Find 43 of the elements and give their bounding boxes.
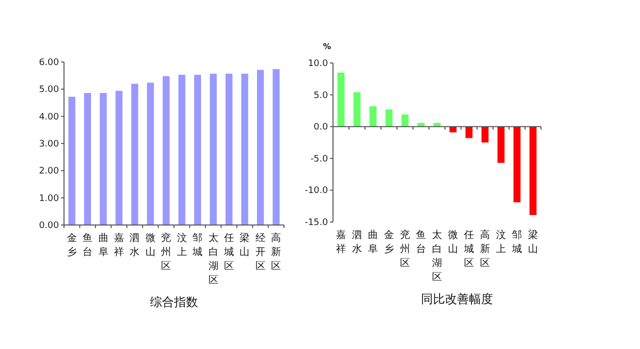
x-tick-label: 微山 — [145, 233, 156, 258]
x-tick-label: 邹城 — [192, 232, 203, 258]
x-axis-title: 同比改善幅度 — [421, 292, 493, 306]
x-tick-label: 泗水 — [130, 232, 140, 258]
x-tick-label: 高新区 — [271, 232, 282, 272]
x-tick-label: 金乡 — [66, 232, 77, 258]
x-tick-label: 太白湖区 — [208, 232, 218, 286]
y-tick-label: 3.00 — [38, 140, 60, 150]
y-tick-label: 10.0 — [308, 59, 328, 69]
x-tick-label: 兖州区 — [400, 229, 410, 269]
x-tick-label: 曲阜 — [368, 229, 378, 255]
x-tick-label: 高新区 — [480, 229, 490, 269]
y-tick-label: 5.0 — [314, 90, 328, 101]
y-tick-label: -10.0 — [304, 186, 328, 196]
y-tick-label: 2.00 — [38, 166, 60, 177]
x-tick-label: 嘉祥 — [114, 232, 124, 258]
x-tick-label: 汶上 — [496, 229, 506, 255]
y-tick-label: 5.00 — [38, 85, 60, 96]
x-tick-label: 任城区 — [223, 233, 234, 272]
x-tick-label: 梁山 — [528, 229, 538, 255]
x-tick-label: 金乡 — [384, 229, 394, 255]
y-tick-label: 0.0 — [314, 122, 328, 133]
y-tick-label: 4.00 — [38, 112, 60, 122]
y-tick-label: -15.0 — [304, 218, 328, 228]
x-tick-label: 曲阜 — [98, 232, 108, 258]
x-tick-label: 泗水 — [352, 229, 362, 255]
x-tick-label: 梁山 — [240, 232, 250, 258]
x-axis-title: 综合指数 — [150, 295, 198, 309]
y-axis-title: % — [322, 42, 332, 51]
y-tick-label: -5.0 — [310, 154, 328, 164]
y-tick-label: 1.00 — [38, 194, 60, 204]
x-tick-label: 太白湖区 — [432, 229, 442, 283]
x-tick-label: 邹城 — [511, 229, 522, 255]
y-tick-label: 6.00 — [38, 58, 60, 68]
x-tick-label: 兖州区 — [161, 232, 172, 272]
x-tick-label: 微山 — [448, 230, 458, 255]
x-tick-label: 任城区 — [463, 230, 474, 269]
x-tick-label: 嘉祥 — [336, 229, 346, 255]
x-tick-label: 鱼台 — [82, 232, 93, 258]
y-tick-label: 0.00 — [38, 221, 60, 231]
x-tick-label: 经开区 — [255, 232, 266, 272]
x-tick-label: 鱼台 — [416, 229, 426, 255]
x-tick-label: 汶上 — [176, 232, 187, 258]
